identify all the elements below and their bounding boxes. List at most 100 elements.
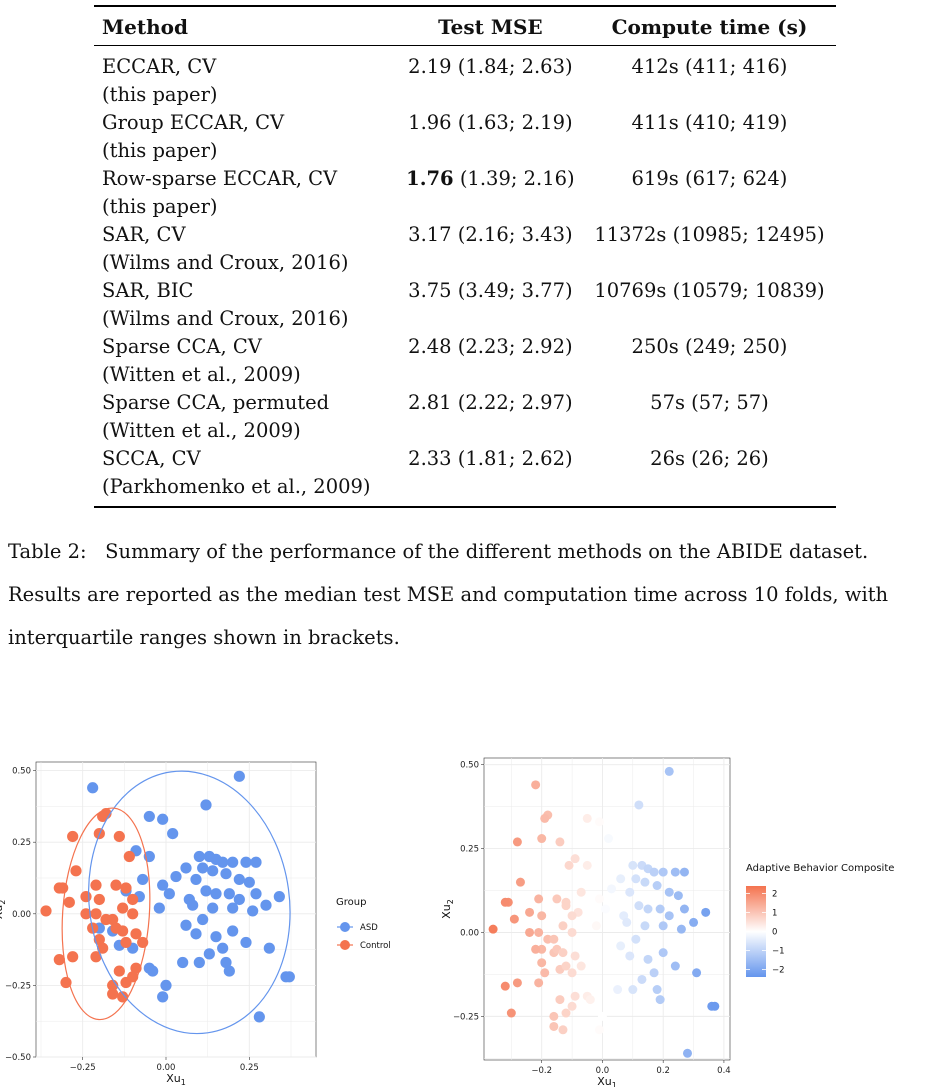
data-point-asd (220, 956, 232, 969)
method-reference: (this paper) (102, 138, 218, 162)
data-point (689, 917, 699, 927)
method-reference: (Wilms and Croux, 2016) (102, 306, 349, 330)
compute-time: 411s (410; 419) (631, 110, 788, 134)
data-point-asd (177, 956, 189, 969)
data-point-asd (147, 965, 159, 977)
mse-value: 1.96 (1.63; 2.19) (408, 110, 573, 134)
data-point-control (80, 908, 92, 920)
data-point (613, 985, 623, 995)
method-name: Row-sparse ECCAR, CV (102, 166, 338, 190)
data-point-control (53, 882, 65, 894)
data-point (604, 834, 614, 844)
data-point-asd (153, 902, 165, 914)
x-tick-label: 0.0 (596, 1066, 610, 1076)
confidence-ellipse-control (61, 807, 151, 1021)
data-point (664, 766, 674, 776)
compute-time: 619s (617; 624) (631, 166, 788, 190)
data-point-asd (210, 931, 222, 943)
data-point (564, 860, 574, 870)
table-row: SAR, CV 3.17 (2.16; 3.43) 11372s (10985; 1… (94, 220, 836, 248)
data-point (637, 974, 647, 984)
table-row: Row-sparse ECCAR, CV 1.76 (1.39; 2.16) 619… (94, 164, 836, 192)
data-point (531, 780, 541, 790)
data-point-control (117, 991, 129, 1003)
method-reference: (Parkhomenko et al., 2009) (94, 472, 398, 508)
confidence-ellipse-asd (88, 770, 291, 1035)
data-point-control (123, 850, 135, 863)
data-point (625, 951, 635, 961)
data-point-control (90, 951, 102, 963)
data-point-asd (283, 971, 295, 983)
table-row: ECCAR, CV 2.19 (1.84; 2.63) 412s (411; 416… (94, 46, 836, 81)
data-point (537, 911, 547, 921)
legend-label-asd: ASD (360, 923, 378, 933)
data-point (679, 904, 689, 914)
data-point-control (63, 896, 75, 908)
x-tick-label: 0.25 (240, 1063, 259, 1073)
data-point-asd (220, 868, 232, 880)
y-tick-label: 0.25 (12, 838, 31, 848)
colorbar-tick-label: 1 (772, 909, 777, 919)
data-point (616, 874, 626, 884)
data-point (600, 904, 610, 914)
data-point-asd (227, 925, 239, 937)
table-body: ECCAR, CV 2.19 (1.84; 2.63) 412s (411; 416… (94, 46, 836, 508)
table-row-reference: (this paper) (94, 136, 836, 164)
data-point-asd (157, 813, 169, 825)
data-point (625, 887, 635, 897)
data-point (549, 934, 559, 944)
data-point-control (97, 810, 109, 823)
data-point-asd (200, 885, 212, 897)
data-point-asd (157, 879, 169, 891)
test-mse: 2.48 (2.23; 2.92) (398, 332, 583, 360)
colorbar-title: Adaptive Behavior Composite (746, 863, 894, 874)
data-point-control (120, 936, 132, 949)
method-name: Sparse CCA, CV (102, 334, 262, 358)
data-point (643, 954, 653, 964)
data-point (591, 921, 601, 931)
data-point (576, 887, 586, 897)
data-point-control (117, 902, 129, 914)
data-point-control (93, 893, 105, 906)
data-point (640, 921, 650, 931)
group-scatter-plot: −0.25 0.00 0.25 −0.50 −0.25 0.00 0.25 0.50 Xu1 Xu… (0, 761, 391, 1087)
data-point-asd (223, 965, 235, 977)
mse-value: 3.75 (3.49; 3.77) (408, 278, 573, 302)
data-point (692, 968, 702, 978)
data-point-asd (190, 928, 202, 940)
data-point (534, 894, 544, 904)
data-point-control (53, 954, 65, 966)
data-point (664, 911, 674, 921)
data-point (622, 917, 632, 927)
table-row: Sparse CCA, permuted 2.81 (2.22; 2.97) 57s… (94, 388, 836, 416)
y-axis-label: Xu2 (440, 899, 455, 919)
data-point (597, 1011, 607, 1021)
data-point-asd (223, 888, 235, 900)
data-point-asd (170, 870, 182, 883)
data-point-asd (263, 942, 275, 954)
data-point (649, 968, 659, 978)
data-point (555, 995, 565, 1005)
data-point (701, 907, 711, 917)
data-point (561, 1008, 571, 1018)
method-reference: (this paper) (102, 82, 218, 106)
data-point (570, 991, 580, 1001)
mse-value: (1.39; 2.16) (453, 166, 575, 190)
data-point-asd (207, 902, 219, 914)
data-point-control (90, 879, 102, 891)
data-point (500, 897, 510, 907)
data-point (537, 834, 547, 844)
data-point (534, 978, 544, 988)
data-point (567, 1001, 577, 1011)
data-point-asd (87, 782, 99, 794)
data-point (658, 921, 668, 931)
test-mse: 1.96 (1.63; 2.19) (398, 108, 583, 136)
data-point (500, 981, 510, 991)
colorbar-tick-label: −1 (772, 946, 785, 956)
data-point (567, 968, 577, 978)
results-table: Method Test MSE Compute time (s) ECCAR, … (94, 5, 836, 508)
method-name: SAR, CV (102, 222, 186, 246)
data-point-asd (233, 893, 245, 906)
table-row: Group ECCAR, CV 1.96 (1.63; 2.19) 411s (41… (94, 108, 836, 136)
colorbar-tick-label: −2 (772, 965, 785, 975)
